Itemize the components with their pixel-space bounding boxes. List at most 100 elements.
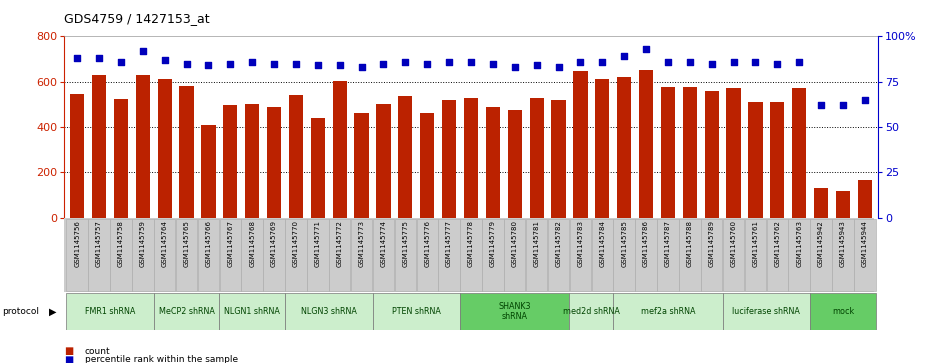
Text: PTEN shRNA: PTEN shRNA bbox=[392, 307, 441, 316]
Point bbox=[791, 59, 806, 65]
Text: GSM1145775: GSM1145775 bbox=[402, 220, 409, 267]
Point bbox=[529, 62, 544, 68]
Bar bbox=[613, 219, 635, 291]
Point bbox=[376, 61, 391, 66]
Text: GSM1145761: GSM1145761 bbox=[753, 220, 758, 267]
Bar bbox=[202, 125, 216, 218]
Point bbox=[660, 59, 675, 65]
Bar bbox=[373, 219, 394, 291]
Text: GSM1145768: GSM1145768 bbox=[250, 220, 255, 267]
Bar bbox=[329, 219, 350, 291]
Bar bbox=[198, 219, 219, 291]
Bar bbox=[132, 219, 154, 291]
Point bbox=[288, 61, 303, 66]
Bar bbox=[289, 95, 303, 218]
Point bbox=[770, 61, 785, 66]
Text: GSM1145944: GSM1145944 bbox=[862, 220, 868, 267]
Bar bbox=[529, 98, 544, 218]
Text: GSM1145762: GSM1145762 bbox=[774, 220, 780, 267]
Bar bbox=[460, 293, 570, 330]
Text: GSM1145769: GSM1145769 bbox=[271, 220, 277, 267]
Text: NLGN3 shRNA: NLGN3 shRNA bbox=[300, 307, 357, 316]
Point bbox=[420, 61, 435, 66]
Bar bbox=[285, 219, 307, 291]
Bar bbox=[726, 89, 740, 218]
Bar bbox=[157, 79, 171, 218]
Point bbox=[682, 59, 697, 65]
Point bbox=[333, 62, 348, 68]
Bar bbox=[92, 75, 106, 218]
Bar bbox=[176, 219, 197, 291]
Point bbox=[245, 59, 260, 65]
Point bbox=[814, 102, 829, 108]
Bar bbox=[683, 87, 697, 218]
Point bbox=[70, 55, 85, 61]
Text: SHANK3
shRNA: SHANK3 shRNA bbox=[498, 302, 531, 321]
Text: GSM1145765: GSM1145765 bbox=[184, 220, 189, 267]
Bar bbox=[416, 219, 438, 291]
Bar bbox=[504, 219, 526, 291]
Bar bbox=[110, 219, 132, 291]
Bar bbox=[311, 118, 325, 218]
Bar bbox=[705, 91, 719, 218]
Text: ■: ■ bbox=[64, 355, 73, 363]
Bar bbox=[245, 105, 259, 218]
Point bbox=[310, 62, 325, 68]
Point bbox=[463, 59, 479, 65]
Text: count: count bbox=[85, 347, 110, 355]
Bar bbox=[398, 97, 413, 218]
Bar bbox=[792, 89, 806, 218]
Bar bbox=[745, 219, 766, 291]
Text: GSM1145776: GSM1145776 bbox=[424, 220, 430, 267]
Text: ■: ■ bbox=[64, 346, 73, 356]
Bar bbox=[639, 70, 653, 218]
Bar bbox=[180, 86, 194, 218]
Point bbox=[442, 59, 457, 65]
Text: med2d shRNA: med2d shRNA bbox=[563, 307, 620, 316]
Text: GSM1145760: GSM1145760 bbox=[731, 220, 737, 267]
Text: GSM1145786: GSM1145786 bbox=[643, 220, 649, 267]
Point bbox=[267, 61, 282, 66]
Bar bbox=[67, 219, 88, 291]
Text: GSM1145780: GSM1145780 bbox=[512, 220, 518, 267]
Text: GSM1145777: GSM1145777 bbox=[447, 220, 452, 267]
Text: GSM1145789: GSM1145789 bbox=[708, 220, 715, 267]
Text: GSM1145772: GSM1145772 bbox=[336, 220, 343, 267]
Point bbox=[136, 48, 151, 54]
Text: GSM1145779: GSM1145779 bbox=[490, 220, 495, 267]
Text: GSM1145943: GSM1145943 bbox=[840, 220, 846, 267]
Bar bbox=[219, 293, 285, 330]
Text: FMR1 shRNA: FMR1 shRNA bbox=[85, 307, 136, 316]
Text: GSM1145781: GSM1145781 bbox=[533, 220, 540, 267]
Bar bbox=[858, 180, 872, 218]
Text: protocol: protocol bbox=[2, 307, 39, 316]
Bar bbox=[486, 107, 500, 218]
Bar bbox=[574, 72, 588, 218]
Bar bbox=[595, 79, 609, 218]
Text: GSM1145766: GSM1145766 bbox=[205, 220, 211, 267]
Text: GSM1145782: GSM1145782 bbox=[556, 220, 561, 267]
Bar bbox=[154, 293, 219, 330]
Text: GSM1145771: GSM1145771 bbox=[315, 220, 321, 267]
Bar bbox=[679, 219, 701, 291]
Point bbox=[594, 59, 609, 65]
Point bbox=[551, 64, 566, 70]
Bar bbox=[613, 293, 723, 330]
Bar bbox=[548, 219, 569, 291]
Point bbox=[507, 64, 522, 70]
Bar bbox=[372, 293, 460, 330]
Point bbox=[573, 59, 588, 65]
Bar bbox=[570, 293, 613, 330]
Bar bbox=[333, 81, 347, 218]
Text: GSM1145778: GSM1145778 bbox=[468, 220, 474, 267]
Text: GSM1145770: GSM1145770 bbox=[293, 220, 299, 267]
Bar bbox=[836, 191, 850, 218]
Bar bbox=[114, 99, 128, 218]
Bar bbox=[350, 219, 372, 291]
Point bbox=[398, 59, 413, 65]
Point bbox=[179, 61, 194, 66]
Bar bbox=[241, 219, 263, 291]
Point bbox=[157, 57, 172, 63]
Bar bbox=[810, 293, 876, 330]
Bar bbox=[285, 293, 372, 330]
